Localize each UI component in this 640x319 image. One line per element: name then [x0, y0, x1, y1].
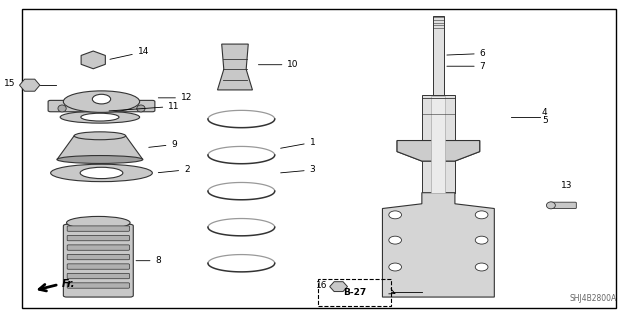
Text: 16: 16 [316, 281, 327, 290]
FancyBboxPatch shape [431, 96, 445, 193]
FancyBboxPatch shape [67, 235, 129, 241]
Ellipse shape [137, 105, 145, 112]
Bar [317, 279, 390, 306]
Text: 6: 6 [447, 49, 486, 58]
FancyBboxPatch shape [422, 95, 455, 193]
Ellipse shape [51, 164, 152, 182]
FancyBboxPatch shape [63, 224, 133, 297]
Text: 10: 10 [259, 60, 299, 69]
Ellipse shape [67, 216, 130, 229]
FancyBboxPatch shape [550, 202, 576, 209]
Ellipse shape [389, 211, 401, 219]
FancyBboxPatch shape [67, 273, 129, 279]
Ellipse shape [476, 236, 488, 244]
Text: 7: 7 [447, 62, 486, 71]
Ellipse shape [60, 111, 140, 123]
Ellipse shape [63, 91, 140, 112]
Polygon shape [57, 136, 143, 160]
Text: 2: 2 [158, 165, 189, 174]
Ellipse shape [476, 211, 488, 219]
Text: 5: 5 [542, 116, 548, 125]
Text: 12: 12 [158, 93, 193, 102]
FancyBboxPatch shape [67, 226, 129, 231]
Ellipse shape [74, 132, 125, 140]
Text: 4: 4 [542, 108, 548, 117]
Text: 9: 9 [148, 140, 177, 149]
Text: 3: 3 [281, 166, 316, 174]
Ellipse shape [547, 202, 556, 209]
Polygon shape [19, 79, 40, 91]
Text: 15: 15 [4, 79, 16, 88]
Ellipse shape [80, 167, 123, 179]
Text: 8: 8 [136, 256, 161, 265]
Polygon shape [383, 193, 494, 297]
Text: 1: 1 [280, 138, 316, 148]
Text: 14: 14 [110, 48, 149, 59]
Polygon shape [397, 141, 480, 161]
FancyBboxPatch shape [67, 254, 129, 260]
FancyBboxPatch shape [48, 100, 155, 112]
FancyBboxPatch shape [67, 264, 129, 269]
Polygon shape [330, 282, 348, 292]
Ellipse shape [389, 263, 401, 271]
Text: 13: 13 [561, 181, 573, 190]
Text: B-27: B-27 [343, 288, 366, 297]
Text: Fr.: Fr. [62, 279, 76, 289]
Text: 11: 11 [109, 102, 180, 111]
Ellipse shape [58, 105, 66, 112]
Ellipse shape [92, 94, 111, 104]
Polygon shape [218, 44, 252, 90]
FancyBboxPatch shape [67, 283, 129, 288]
FancyBboxPatch shape [67, 245, 129, 250]
Ellipse shape [389, 236, 401, 244]
Ellipse shape [476, 263, 488, 271]
Ellipse shape [57, 156, 143, 163]
Polygon shape [81, 51, 106, 69]
FancyBboxPatch shape [433, 16, 444, 96]
Ellipse shape [81, 113, 119, 121]
Text: SHJ4B2800A: SHJ4B2800A [569, 294, 616, 303]
